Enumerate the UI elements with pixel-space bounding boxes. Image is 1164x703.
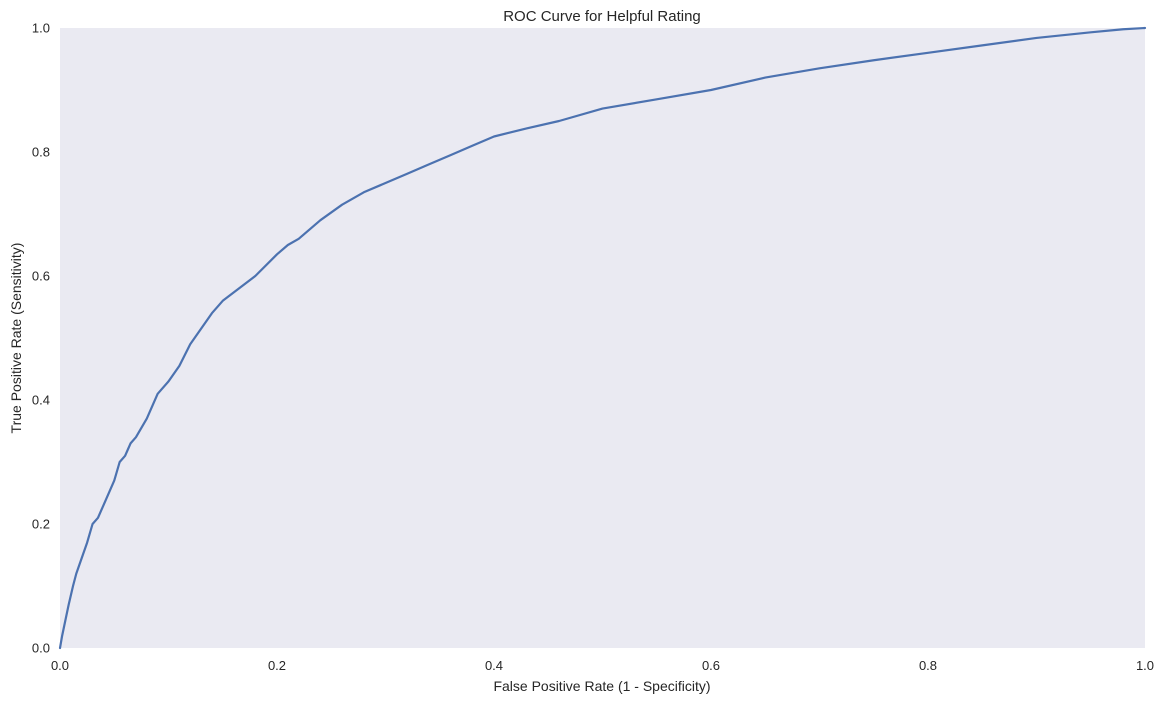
y-tick-label: 0.6 [32, 269, 50, 284]
y-axis-label: True Positive Rate (Sensitivity) [8, 243, 24, 434]
x-tick-label: 0.6 [702, 658, 720, 673]
chart-title: ROC Curve for Helpful Rating [503, 8, 701, 25]
roc-curve-line [58, 26, 1147, 650]
x-tick-label: 0.8 [919, 658, 937, 673]
x-tick-label: 0.0 [51, 658, 69, 673]
x-tick-label: 1.0 [1136, 658, 1154, 673]
y-tick-label: 0.4 [32, 393, 50, 408]
plot-area [60, 28, 1145, 648]
y-tick-label: 1.0 [32, 21, 50, 36]
y-axis-ticks: 0.0 0.2 0.4 0.6 0.8 1.0 [32, 21, 50, 656]
x-axis-ticks: 0.0 0.2 0.4 0.6 0.8 1.0 [51, 658, 1154, 673]
x-axis-label: False Positive Rate (1 - Specificity) [493, 678, 710, 694]
series-group [58, 26, 1147, 650]
x-tick-label: 0.4 [485, 658, 503, 673]
y-tick-label: 0.8 [32, 145, 50, 160]
y-tick-label: 0.2 [32, 517, 50, 532]
y-tick-label: 0.0 [32, 641, 50, 656]
x-tick-label: 0.2 [268, 658, 286, 673]
